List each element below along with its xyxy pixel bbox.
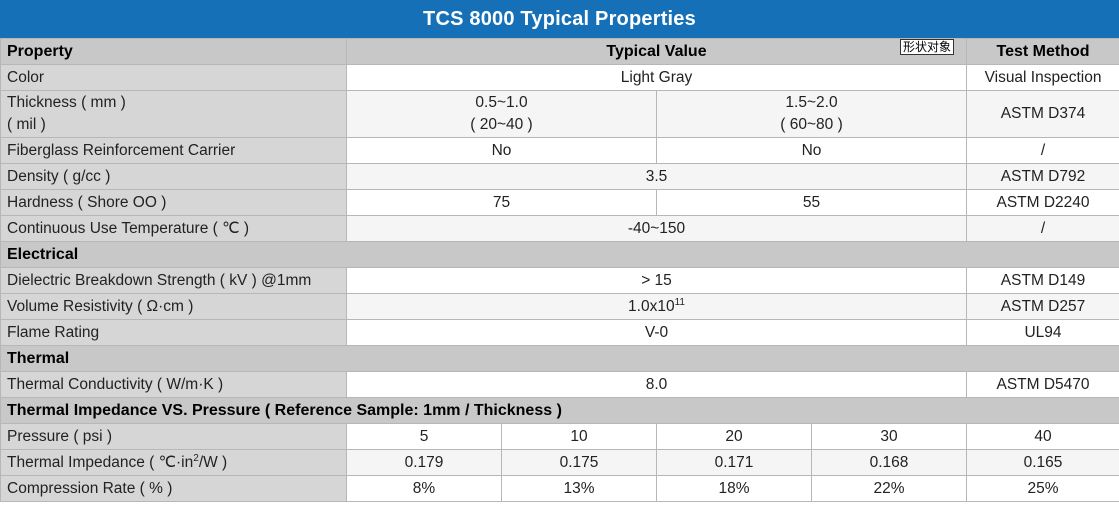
- fiberglass-value-a: No: [346, 137, 657, 164]
- conductivity-method: ASTM D5470: [966, 371, 1119, 398]
- flame-method: UL94: [966, 319, 1119, 346]
- flame-value: V-0: [345, 319, 968, 346]
- thickness-label: Thickness ( mm ) ( mil ): [0, 90, 347, 138]
- header-row: Property Typical Value Test Method: [0, 38, 1119, 65]
- thickness-method: ASTM D374: [966, 90, 1119, 138]
- conductivity-value: 8.0: [345, 371, 968, 398]
- compression-cell: 22%: [810, 475, 968, 502]
- thermal-section-title: Thermal: [0, 345, 1119, 372]
- fiberglass-label: Fiberglass Reinforcement Carrier: [0, 137, 347, 164]
- thickness-b-mil: ( 60~80 ): [780, 116, 843, 133]
- continuous-temp-value: -40~150: [345, 215, 968, 242]
- flame-label: Flame Rating: [0, 319, 347, 346]
- continuous-temp-label: Continuous Use Temperature ( ℃ ): [0, 215, 347, 242]
- fiberglass-method: /: [966, 137, 1119, 164]
- pressure-cell: 10: [501, 423, 657, 450]
- compression-cell: 8%: [346, 475, 502, 502]
- impedance-label-pre: Thermal Impedance ( ℃·in: [7, 454, 194, 471]
- pressure-label: Pressure ( psi ): [0, 423, 347, 450]
- hardness-method: ASTM D2240: [966, 189, 1119, 216]
- color-method: Visual Inspection: [966, 64, 1119, 91]
- thickness-b-mm: 1.5~2.0: [785, 94, 838, 111]
- hardness-value-a: 75: [346, 189, 657, 216]
- thickness-row: Thickness ( mm ) ( mil ) 0.5~1.0 ( 20~40…: [0, 90, 1119, 138]
- impedance-cell: 0.165: [966, 449, 1119, 476]
- compression-cell: 18%: [656, 475, 812, 502]
- volume-resistivity-row: Volume Resistivity ( Ω·cm ) 1.0x1011 AST…: [0, 293, 1119, 320]
- dielectric-row: Dielectric Breakdown Strength ( kV ) @1m…: [0, 267, 1119, 294]
- volume-resistivity-exponent: 11: [674, 296, 685, 308]
- impedance-cell: 0.175: [501, 449, 657, 476]
- header-test-method: Test Method: [966, 38, 1119, 65]
- thickness-label-mm: Thickness ( mm ): [7, 94, 126, 111]
- compression-row: Compression Rate ( % ) 8% 13% 18% 22% 25…: [0, 475, 1119, 502]
- electrical-section-row: Electrical: [0, 241, 1119, 268]
- impedance-row: Thermal Impedance ( ℃·in2/W ) 0.179 0.17…: [0, 449, 1119, 476]
- color-value: Light Gray: [345, 64, 968, 91]
- density-method: ASTM D792: [966, 163, 1119, 190]
- thickness-a-mm: 0.5~1.0: [475, 94, 528, 111]
- conductivity-row: Thermal Conductivity ( W/m·K ) 8.0 ASTM …: [0, 371, 1119, 398]
- fiberglass-row: Fiberglass Reinforcement Carrier No No /: [0, 137, 1119, 164]
- volume-resistivity-base: 1.0x10: [628, 297, 675, 315]
- flame-row: Flame Rating V-0 UL94: [0, 319, 1119, 346]
- dielectric-value: > 15: [345, 267, 968, 294]
- impedance-section-row: Thermal Impedance VS. Pressure ( Referen…: [0, 397, 1119, 424]
- header-property: Property: [0, 38, 347, 65]
- impedance-cell: 0.171: [656, 449, 812, 476]
- volume-resistivity-value: 1.0x1011: [345, 293, 968, 320]
- thickness-label-mil: ( mil ): [7, 116, 46, 133]
- hardness-label: Hardness ( Shore OO ): [0, 189, 347, 216]
- thickness-a-mil: ( 20~40 ): [470, 116, 533, 133]
- pressure-cell: 40: [966, 423, 1119, 450]
- impedance-label-post: /W ): [198, 454, 228, 471]
- density-value: 3.5: [345, 163, 968, 190]
- impedance-label: Thermal Impedance ( ℃·in2/W ): [0, 449, 347, 476]
- density-label: Density ( g/cc ): [0, 163, 347, 190]
- electrical-section-title: Electrical: [0, 241, 1119, 268]
- thermal-section-row: Thermal: [0, 345, 1119, 372]
- impedance-cell: 0.179: [346, 449, 502, 476]
- properties-table: Property Typical Value Test Method Color…: [0, 38, 1119, 502]
- hardness-row: Hardness ( Shore OO ) 75 55 ASTM D2240: [0, 189, 1119, 216]
- compression-cell: 13%: [501, 475, 657, 502]
- fiberglass-value-b: No: [655, 137, 968, 164]
- dielectric-method: ASTM D149: [966, 267, 1119, 294]
- header-typical-value: Typical Value: [345, 38, 968, 65]
- thickness-value-b: 1.5~2.0 ( 60~80 ): [655, 90, 968, 138]
- hardness-value-b: 55: [655, 189, 968, 216]
- compression-label: Compression Rate ( % ): [0, 475, 347, 502]
- volume-resistivity-label: Volume Resistivity ( Ω·cm ): [0, 293, 347, 320]
- continuous-temp-row: Continuous Use Temperature ( ℃ ) -40~150…: [0, 215, 1119, 242]
- impedance-section-title: Thermal Impedance VS. Pressure ( Referen…: [0, 397, 1119, 424]
- dielectric-label: Dielectric Breakdown Strength ( kV ) @1m…: [0, 267, 347, 294]
- pressure-cell: 5: [346, 423, 502, 450]
- pressure-cell: 20: [656, 423, 812, 450]
- pressure-row: Pressure ( psi ) 5 10 20 30 40: [0, 423, 1119, 450]
- volume-resistivity-method: ASTM D257: [966, 293, 1119, 320]
- impedance-label-exponent: 2: [193, 452, 199, 464]
- pressure-cell: 30: [810, 423, 968, 450]
- shape-object-label: 形状对象: [900, 39, 955, 55]
- thickness-value-a: 0.5~1.0 ( 20~40 ): [346, 90, 657, 138]
- color-row: Color Light Gray Visual Inspection: [0, 64, 1119, 91]
- continuous-temp-method: /: [966, 215, 1119, 242]
- color-label: Color: [0, 64, 347, 91]
- density-row: Density ( g/cc ) 3.5 ASTM D792: [0, 163, 1119, 190]
- impedance-cell: 0.168: [810, 449, 968, 476]
- table-title: TCS 8000 Typical Properties: [0, 0, 1119, 38]
- compression-cell: 25%: [966, 475, 1119, 502]
- conductivity-label: Thermal Conductivity ( W/m·K ): [0, 371, 347, 398]
